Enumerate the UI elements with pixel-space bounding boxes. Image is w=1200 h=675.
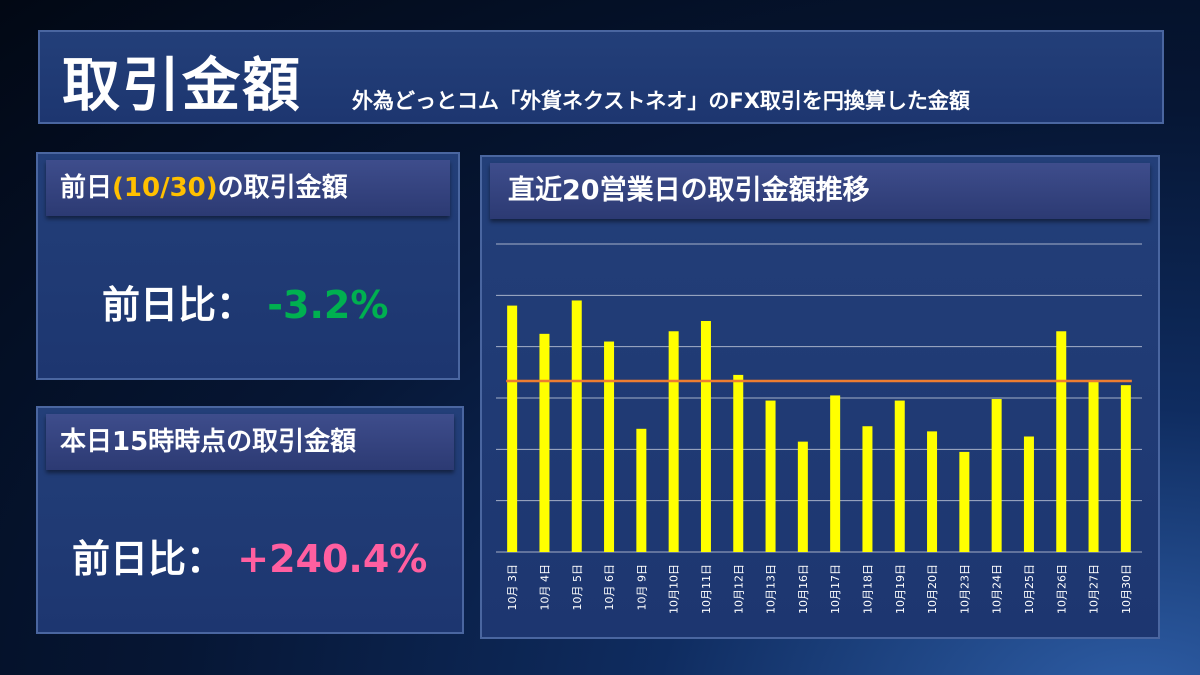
bar-3: [571, 300, 582, 552]
x-tick-label: 10月19日: [894, 564, 907, 614]
bar-17: [1023, 436, 1034, 552]
prev-day-title-pre: 前日: [60, 173, 113, 203]
x-tick-label: 10月11日: [700, 564, 713, 614]
x-tick-label: 10月27日: [1088, 564, 1101, 614]
header-panel: 取引金額 外為どっとコム「外貨ネクストネオ」のFX取引を円換算した金額: [38, 30, 1164, 124]
bar-8: [733, 374, 744, 552]
bar-chart: 10月 3日 10月 4日 10月 5日 10月 6日 10月 9日 10月10日 10月1…: [496, 243, 1142, 614]
today-title: 本日15時時点の取引金額: [46, 414, 454, 470]
page-subtitle: 外為どっとコム「外貨ネクストネオ」のFX取引を円換算した金額: [352, 89, 970, 113]
chart-title: 直近20営業日の取引金額推移: [490, 163, 1150, 219]
bar-6: [668, 331, 679, 552]
x-tick-label: 10月30日: [1120, 564, 1133, 614]
x-tick-label: 10月24日: [991, 564, 1004, 614]
today-ratio-value: +240.4%: [237, 537, 428, 581]
bar-9: [765, 400, 776, 552]
prev-day-panel: 前日(10/30)の取引金額 前日比： -3.2%: [36, 152, 460, 380]
bar-13: [894, 400, 905, 552]
chart-panel: 10月 3日 10月 4日 10月 5日 10月 6日 10月 9日 10月10日 10月1…: [480, 155, 1160, 639]
bar-2: [539, 333, 550, 552]
x-tick-label: 10月10日: [668, 564, 681, 614]
x-tick-label: 10月26日: [1055, 564, 1068, 614]
x-tick-label: 10月17日: [829, 564, 842, 614]
bar-19: [1088, 380, 1099, 552]
bar-11: [830, 395, 841, 552]
bar-18: [1056, 331, 1067, 552]
bar-16: [991, 399, 1002, 552]
bar-12: [862, 426, 873, 552]
x-tick-label: 10月20日: [926, 564, 939, 614]
prev-day-date: (10/30): [112, 173, 218, 203]
bar-4: [604, 341, 615, 552]
x-tick-label: 10月25日: [1023, 564, 1036, 614]
x-tick-label: 10月 6日: [603, 564, 616, 611]
x-tick-label: 10月12日: [732, 564, 745, 614]
today-ratio-label: 前日比：: [72, 537, 225, 581]
bar-5: [636, 428, 647, 552]
bar-10: [797, 441, 808, 552]
bar-14: [927, 431, 938, 552]
x-tick-label: 10月23日: [958, 564, 971, 614]
x-tick-label: 10月 3日: [506, 564, 519, 611]
x-tick-label: 10月 5日: [571, 564, 584, 611]
bar-20: [1120, 385, 1131, 552]
x-tick-label: 10月18日: [861, 564, 874, 614]
x-tick-label: 10月16日: [797, 564, 810, 614]
prev-day-ratio: 前日比： -3.2%: [102, 274, 388, 329]
page-title: 取引金額: [62, 51, 303, 119]
x-tick-label: 10月 4日: [538, 564, 551, 611]
today-ratio: 前日比： +240.4%: [72, 528, 427, 583]
bar-7: [700, 321, 711, 552]
prev-day-ratio-label: 前日比：: [102, 283, 255, 327]
bar-1: [507, 305, 518, 552]
bar-15: [959, 451, 970, 552]
x-tick-label: 10月 9日: [635, 564, 648, 611]
prev-day-ratio-value: -3.2%: [267, 283, 389, 327]
prev-day-title-post: の取引金額: [217, 173, 348, 203]
today-panel: 本日15時時点の取引金額 前日比： +240.4%: [36, 406, 464, 634]
prev-day-title: 前日(10/30)の取引金額: [46, 160, 450, 216]
x-tick-label: 10月13日: [765, 564, 778, 614]
